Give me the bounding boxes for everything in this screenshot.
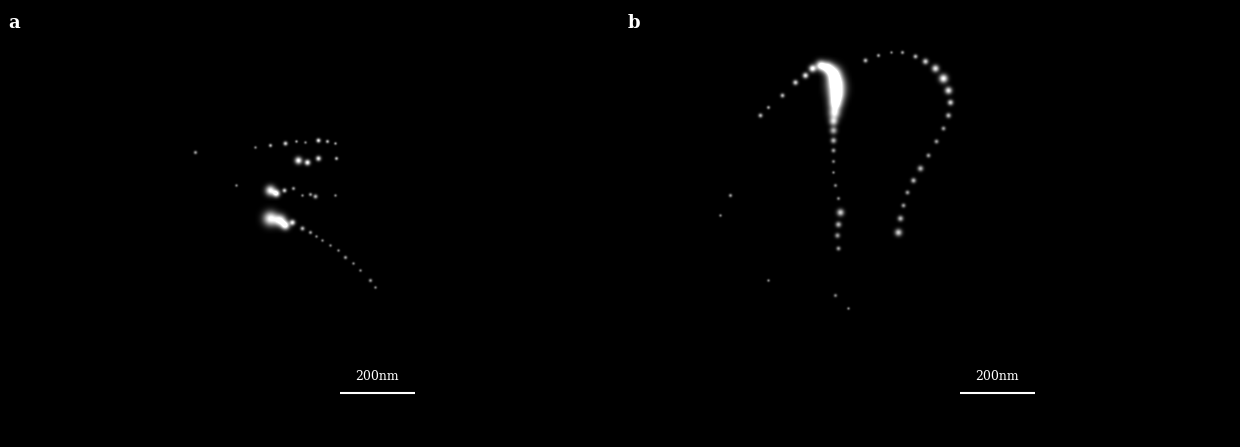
Text: 200nm: 200nm xyxy=(975,370,1019,383)
Text: a: a xyxy=(7,14,20,32)
Text: b: b xyxy=(627,14,641,32)
Text: 200nm: 200nm xyxy=(355,370,399,383)
